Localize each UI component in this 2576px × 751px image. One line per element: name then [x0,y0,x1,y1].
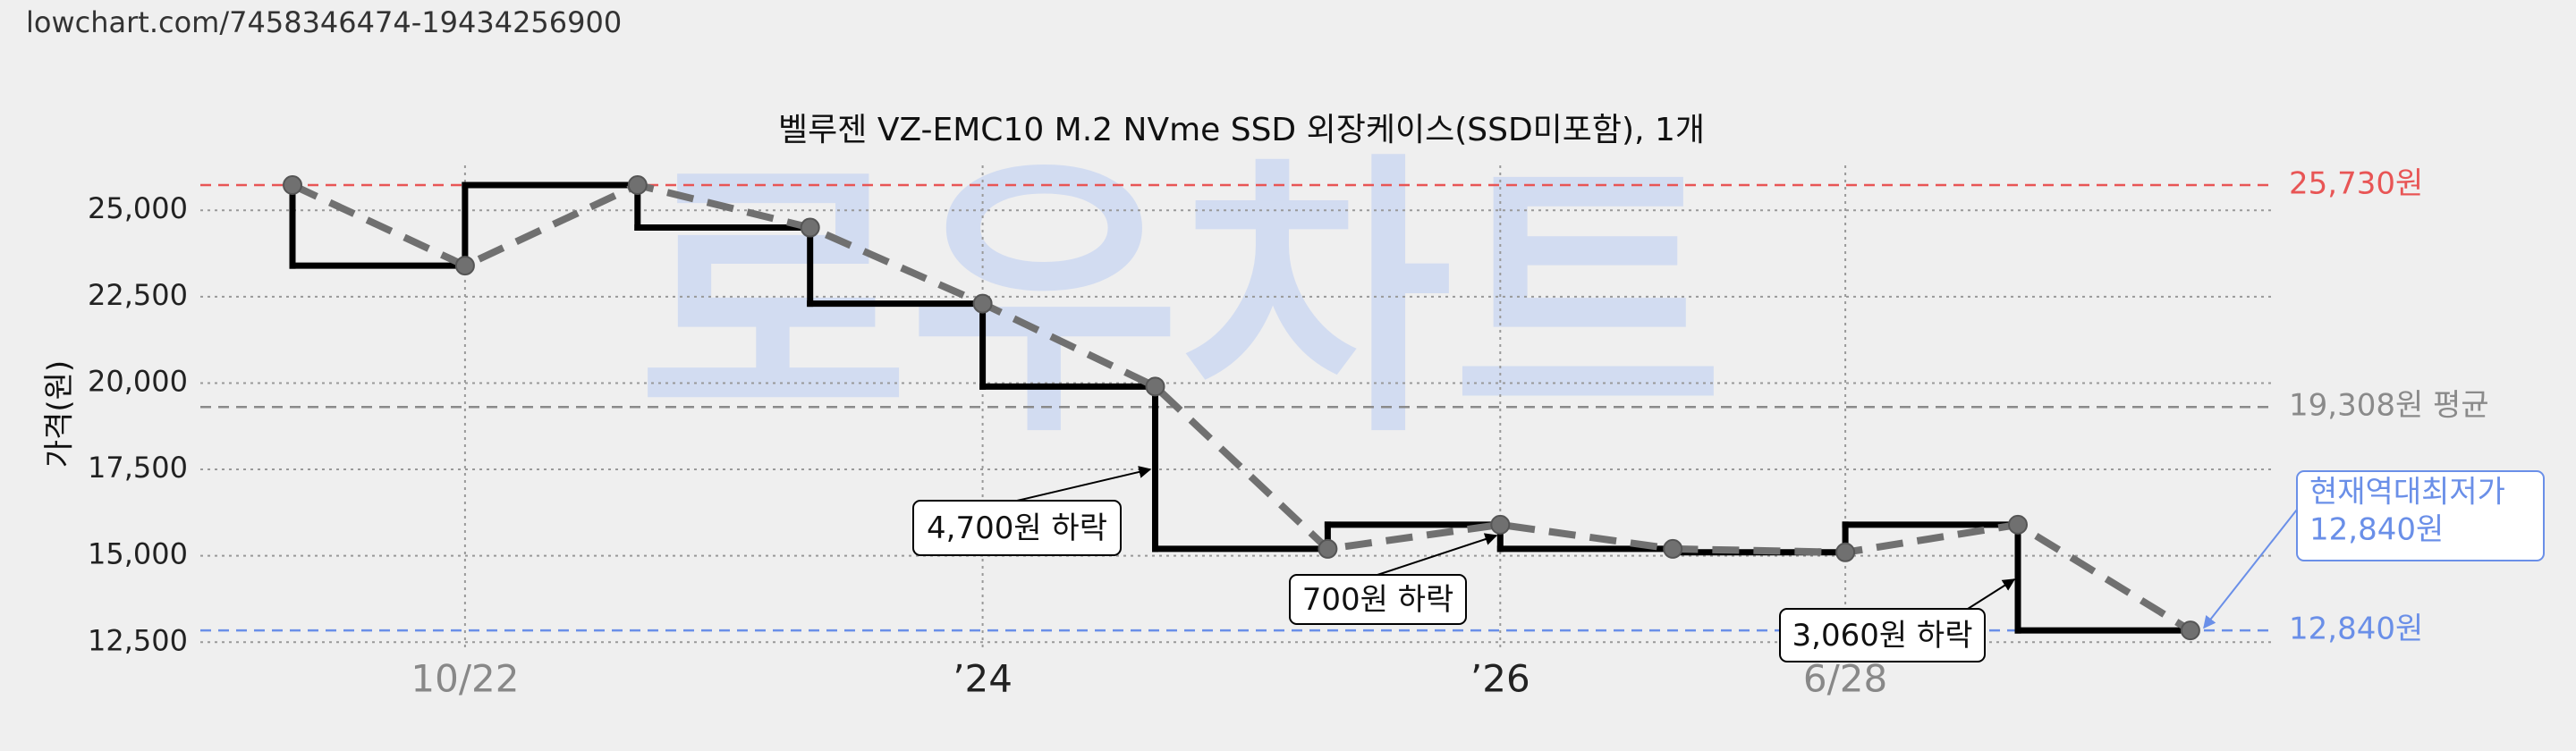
x-tick-label: 6/28 [1803,657,1887,701]
callout-text: 현재역대최저가 [2309,475,2505,511]
callout-box [2296,470,2545,561]
price-point [1145,376,1165,397]
price-point [1835,542,1856,562]
price-point [972,293,993,314]
x-tick-label: ’26 [1470,657,1530,701]
annotation-arrow [1377,533,1498,576]
y-tick-label: 15,000 [88,537,188,571]
callout-text: 12,840원 [2309,512,2444,548]
price-point [2008,514,2028,535]
x-tick-label: ’24 [953,657,1013,701]
price-point [2180,620,2200,641]
y-tick-label: 17,500 [88,451,188,485]
annotation-text: 700원 하락 [1302,582,1454,618]
y-tick-label: 25,000 [88,191,188,225]
reference-label: 25,730원 [2289,166,2423,202]
price-point [1490,514,1511,535]
price-point [800,217,820,238]
price-point [1663,538,1683,559]
y-axis-label: 가격(원) [42,360,78,468]
url: lowchart.com/7458346474-19434256900 [26,5,622,39]
callout-arrow [2203,509,2298,629]
price-point [283,175,302,196]
reference-label: 19,308원 평균 [2289,388,2489,424]
x-tick-label: 10/22 [411,657,519,701]
y-tick-label: 12,500 [88,623,188,657]
y-tick-label: 22,500 [88,278,188,312]
annotation-arrow [1016,466,1152,502]
watermark: 로우차트 [638,129,1724,472]
annotation-box [1289,574,1467,625]
annotation-text: 4,700원 하락 [927,511,1107,546]
price-point [1318,538,1338,559]
price-point [454,256,475,276]
chart-title: 벨루젠 VZ-EMC10 M.2 NVme SSD 외장케이스(SSD미포함),… [778,112,1705,148]
y-tick-label: 20,000 [88,364,188,398]
annotation-arrow [1967,578,2016,610]
annotation-box [912,500,1122,556]
price-line [291,181,2192,634]
price-point [627,175,648,196]
reference-label: 12,840원 [2289,612,2423,647]
annotation-text: 3,060원 하락 [1792,618,1973,654]
annotation-box [1779,608,1986,662]
